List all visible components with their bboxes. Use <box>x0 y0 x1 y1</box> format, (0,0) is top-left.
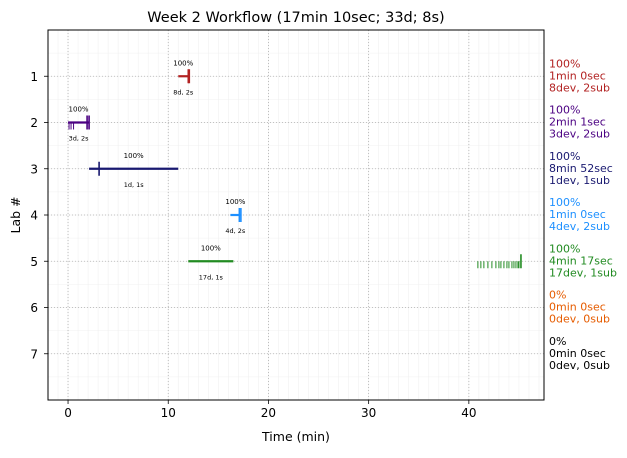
lab-7-summary-pct: 0% <box>549 335 566 348</box>
lab-4-summary-pct: 100% <box>549 196 580 209</box>
y-tick-label: 5 <box>30 255 38 269</box>
lab-2-summary-counts: 3dev, 2sub <box>549 128 610 141</box>
lab-5-pct-label: 100% <box>201 244 221 252</box>
lab-2-summary-duration: 2min 1sec <box>549 116 606 129</box>
lab-7-summary-counts: 0dev, 0sub <box>549 359 610 372</box>
x-tick-label: 0 <box>64 406 72 420</box>
lab-2-pct-label: 100% <box>69 106 89 114</box>
y-tick-label: 3 <box>30 162 38 176</box>
lab-5-summary-duration: 4min 17sec <box>549 254 613 267</box>
x-tick-label: 10 <box>161 406 176 420</box>
y-tick-label: 2 <box>30 116 38 130</box>
lab-6-summary-counts: 0dev, 0sub <box>549 313 610 326</box>
y-axis-label: Lab # <box>8 196 23 233</box>
y-tick-label: 6 <box>30 301 38 315</box>
lab-3-summary-counts: 1dev, 1sub <box>549 174 610 187</box>
lab-3-count-label: 1d, 1s <box>124 181 145 189</box>
lab-3-summary-pct: 100% <box>549 150 580 163</box>
x-axis-label: Time (min) <box>261 429 330 444</box>
y-tick-label: 1 <box>30 70 38 84</box>
chart-title: Week 2 Workflow (17min 10sec; 33d; 8s) <box>147 10 444 26</box>
lab-4-summary-duration: 1min 0sec <box>549 208 606 221</box>
marks-layer: 100% 8d, 2s 100% 3d, 2s 100% 1d, 1s 100% 4d, 2s… <box>68 59 522 281</box>
lab-6-summary-pct: 0% <box>549 289 566 302</box>
lab-5-summary-counts: 17dev, 1sub <box>549 266 617 279</box>
y-tick-label: 4 <box>30 209 38 223</box>
x-tick-label: 30 <box>361 406 376 420</box>
lab-6-summary-duration: 0min 0sec <box>549 301 606 314</box>
grid-layer <box>47 30 544 400</box>
lab-1-summary-counts: 8dev, 2sub <box>549 81 610 94</box>
lab-1-pct-label: 100% <box>173 59 193 67</box>
lab-4-pct-label: 100% <box>225 198 245 206</box>
y-tick-label: 7 <box>30 347 38 361</box>
x-tick-label: 20 <box>261 406 276 420</box>
lab-4-count-label: 4d, 2s <box>225 227 246 235</box>
lab-3-pct-label: 100% <box>124 152 144 160</box>
lab-4-summary-counts: 4dev, 2sub <box>549 220 610 233</box>
lab-3-summary-duration: 8min 52sec <box>549 162 613 175</box>
lab-2-summary-pct: 100% <box>549 104 580 117</box>
lab-2-count-label: 3d, 2s <box>69 135 90 143</box>
lab-5-summary-pct: 100% <box>549 242 580 255</box>
axes-layer: 0 10 20 30 40 1 2 3 4 5 6 7 <box>30 70 476 420</box>
x-tick-label: 40 <box>461 406 476 420</box>
lab-1-count-label: 8d, 2s <box>173 88 194 96</box>
lab-1-summary-duration: 1min 0sec <box>549 69 606 82</box>
lab-1-summary-pct: 100% <box>549 57 580 70</box>
lab-5-count-label: 17d, 1s <box>199 273 224 281</box>
lab-7-summary-duration: 0min 0sec <box>549 347 606 360</box>
